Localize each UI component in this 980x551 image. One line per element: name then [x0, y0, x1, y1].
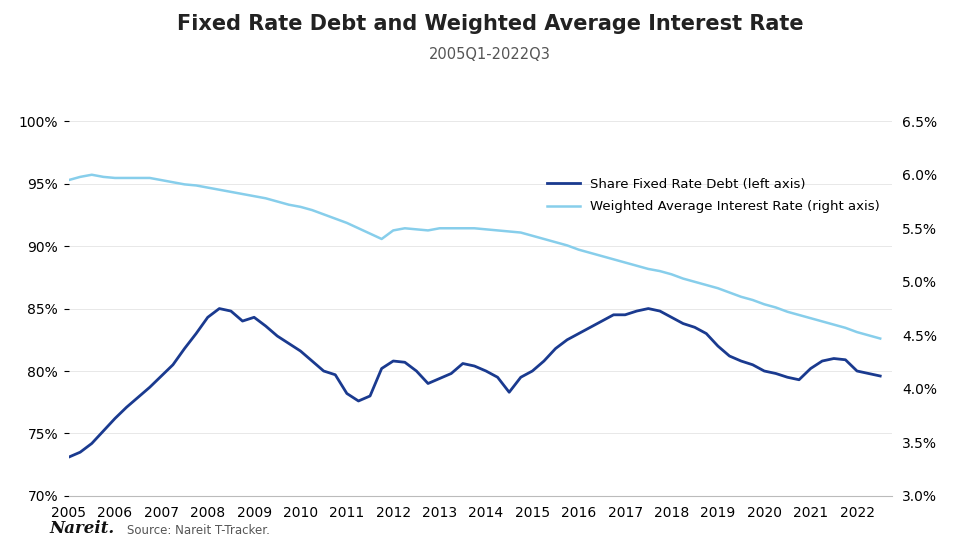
Weighted Average Interest Rate (right axis) — [562, 242, 573, 249]
Text: 2005Q1-2022Q3: 2005Q1-2022Q3 — [429, 47, 551, 62]
Share Fixed Rate Debt (left axis) — [689, 324, 701, 331]
Line: Share Fixed Rate Debt (left axis): Share Fixed Rate Debt (left axis) — [69, 309, 880, 457]
Share Fixed Rate Debt (left axis) — [840, 356, 852, 363]
Line: Weighted Average Interest Rate (right axis): Weighted Average Interest Rate (right ax… — [69, 175, 880, 338]
Text: Source: Nareit T-Tracker.: Source: Nareit T-Tracker. — [127, 524, 270, 537]
Weighted Average Interest Rate (right axis) — [689, 278, 701, 285]
Weighted Average Interest Rate (right axis) — [306, 207, 318, 213]
Share Fixed Rate Debt (left axis) — [562, 337, 573, 343]
Text: Nareit.: Nareit. — [49, 520, 114, 537]
Share Fixed Rate Debt (left axis) — [306, 358, 318, 364]
Weighted Average Interest Rate (right axis) — [97, 174, 109, 180]
Share Fixed Rate Debt (left axis) — [468, 363, 480, 369]
Share Fixed Rate Debt (left axis) — [874, 372, 886, 379]
Weighted Average Interest Rate (right axis) — [63, 177, 74, 183]
Share Fixed Rate Debt (left axis) — [63, 454, 74, 461]
Weighted Average Interest Rate (right axis) — [840, 325, 852, 331]
Text: Fixed Rate Debt and Weighted Average Interest Rate: Fixed Rate Debt and Weighted Average Int… — [176, 14, 804, 34]
Share Fixed Rate Debt (left axis) — [86, 440, 98, 447]
Share Fixed Rate Debt (left axis) — [214, 305, 225, 312]
Weighted Average Interest Rate (right axis) — [86, 171, 98, 178]
Legend: Share Fixed Rate Debt (left axis), Weighted Average Interest Rate (right axis): Share Fixed Rate Debt (left axis), Weigh… — [541, 173, 885, 219]
Weighted Average Interest Rate (right axis) — [874, 335, 886, 342]
Weighted Average Interest Rate (right axis) — [468, 225, 480, 231]
